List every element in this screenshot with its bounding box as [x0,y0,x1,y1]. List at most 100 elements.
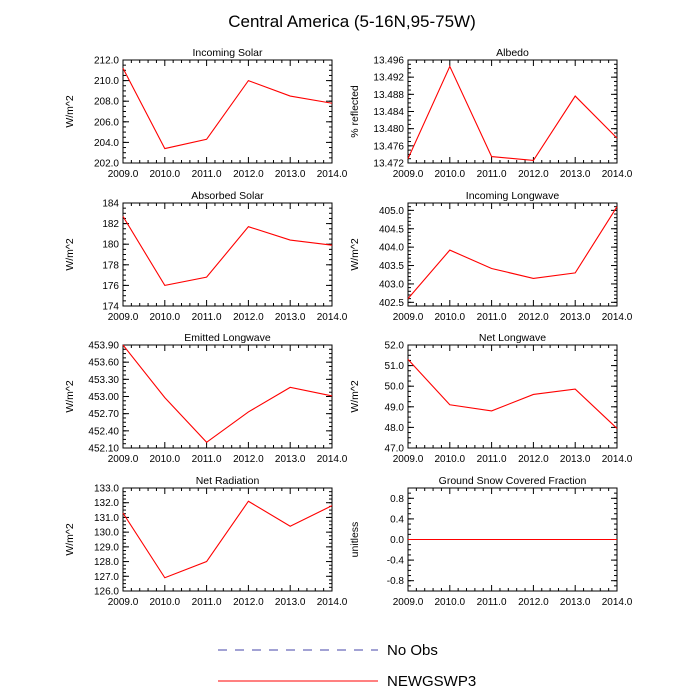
panel-incoming-longwave: Incoming Longwave W/m^2 402.5 403.0 403.5 404… [349,190,633,323]
x-tick-label: 2010.0 [435,312,466,323]
series-line-newgswp3 [407,359,618,429]
y-axis-label: % reflected [349,85,361,138]
x-tick-label: 2014.0 [602,169,633,180]
y-tick-label: 206.0 [94,117,119,128]
y-tick-label: 453.30 [88,375,119,386]
x-tick-label: 2014.0 [317,169,348,180]
y-axis-label: W/m^2 [349,380,361,413]
panel-title: Emitted Longwave [184,332,271,344]
x-tick-label: 2009.0 [108,454,139,465]
x-tick-label: 2014.0 [317,454,348,465]
x-tick-label: 2014.0 [317,597,348,608]
plot-frame [122,487,333,592]
x-tick-label: 2010.0 [150,312,181,323]
x-tick-label: 2012.0 [518,169,549,180]
y-tick-label: 453.60 [88,358,119,369]
x-tick-label: 2011.0 [192,454,222,465]
y-tick-label: 202.0 [94,159,119,170]
y-tick-label: 13.488 [373,90,404,101]
legend-label-newgswp3: NEWGSWP3 [387,673,476,690]
y-tick-label: 452.40 [88,426,119,437]
x-tick-label: 2014.0 [317,312,348,323]
chart-panels: Incoming Solar W/m^2 202.0 204.0 206.0 208.0 2… [64,47,633,608]
x-tick-label: 2013.0 [275,312,306,323]
y-tick-label: 132.0 [94,498,119,509]
series-line-newgswp3 [122,500,333,579]
y-tick-label: 13.480 [373,124,404,135]
panel-ground-snow-covered-fraction: Ground Snow Covered Fraction unitless -0.8… [349,475,633,608]
y-tick-label: 452.70 [88,409,119,420]
panel-net-radiation: Net Radiation W/m^2 126.0 127.0 128.0 129.0 13… [64,475,348,608]
x-tick-label: 2013.0 [560,169,591,180]
x-tick-label: 2013.0 [275,454,306,465]
series-line-newgswp3 [407,206,618,299]
x-tick-label: 2010.0 [150,169,181,180]
y-tick-label: 452.10 [88,444,119,455]
panel-albedo: Albedo % reflected 13.472 13.476 13.480 13.48… [349,47,633,180]
x-tick-label: 2014.0 [602,597,633,608]
y-tick-label: 129.0 [94,542,119,553]
x-tick-label: 2010.0 [435,597,466,608]
y-tick-label: 131.0 [94,513,119,524]
panel-net-longwave: Net Longwave W/m^2 47.0 48.0 49.0 50.0 51.0 52.… [349,332,633,465]
panel-emitted-longwave: Emitted Longwave W/m^2 452.10 452.40 452.70 4… [64,332,348,465]
x-tick-label: 2011.0 [192,597,222,608]
y-tick-label: 0.4 [390,514,404,525]
y-tick-label: 212.0 [94,56,119,67]
y-tick-label: -0.4 [387,556,405,567]
y-axis-label: W/m^2 [64,523,76,556]
series-line-newgswp3 [122,216,333,287]
legend-label-no-obs: No Obs [387,642,438,659]
y-tick-label: 0.8 [390,494,404,505]
x-tick-label: 2011.0 [477,169,507,180]
plot-frame [122,59,333,164]
plot-frame [407,202,618,307]
y-tick-label: 13.476 [373,141,404,152]
y-tick-label: 176 [102,281,119,292]
x-tick-label: 2014.0 [602,312,633,323]
y-tick-label: 184 [102,199,119,210]
y-tick-label: 210.0 [94,76,119,87]
figure-title: Central America (5-16N,95-75W) [228,12,476,31]
y-tick-label: 126.0 [94,587,119,598]
y-tick-label: 208.0 [94,97,119,108]
y-tick-label: 0.0 [390,535,404,546]
x-tick-label: 2009.0 [393,169,424,180]
plot-frame [122,344,333,449]
x-tick-label: 2011.0 [192,169,222,180]
y-tick-label: 453.90 [88,341,119,352]
legend: No Obs NEWGSWP3 [218,642,476,690]
y-tick-label: 174 [102,302,119,313]
x-tick-label: 2013.0 [560,597,591,608]
y-axis-label: W/m^2 [64,380,76,413]
y-axis-label: unitless [349,522,361,558]
y-tick-label: 13.484 [373,107,404,118]
series-line-newgswp3 [122,344,333,444]
plot-frame [407,59,618,164]
panel-title: Net Longwave [479,332,546,344]
y-tick-label: 204.0 [94,138,119,149]
x-tick-label: 2013.0 [560,312,591,323]
x-tick-label: 2010.0 [435,454,466,465]
x-tick-label: 2009.0 [108,597,139,608]
y-tick-label: 130.0 [94,528,119,539]
series-line-newgswp3 [122,67,333,150]
x-tick-label: 2012.0 [233,597,264,608]
x-tick-label: 2013.0 [275,597,306,608]
x-tick-label: 2013.0 [560,454,591,465]
y-tick-label: 52.0 [385,341,405,352]
series-line-newgswp3 [407,65,618,161]
x-tick-label: 2011.0 [477,312,507,323]
x-tick-label: 2009.0 [108,169,139,180]
x-tick-label: 2012.0 [233,454,264,465]
plot-frame [122,202,333,307]
y-tick-label: 405.0 [379,206,404,217]
y-tick-label: 51.0 [385,361,405,372]
x-tick-label: 2009.0 [393,454,424,465]
x-tick-label: 2009.0 [108,312,139,323]
panel-title: Net Radiation [196,475,260,487]
panel-title: Ground Snow Covered Fraction [439,475,587,487]
y-tick-label: 180 [102,240,119,251]
x-tick-label: 2012.0 [233,169,264,180]
